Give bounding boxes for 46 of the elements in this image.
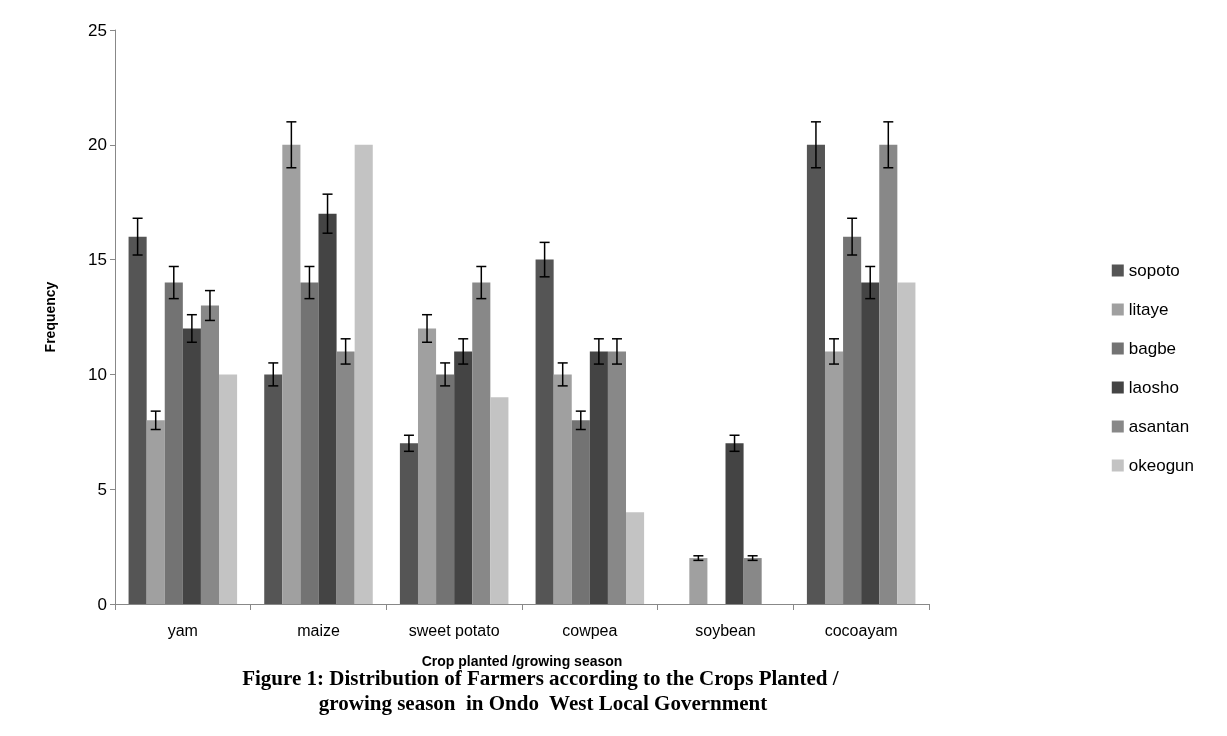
bar [128, 236, 147, 604]
bar [861, 282, 880, 604]
bar [843, 236, 862, 604]
bar [725, 443, 744, 604]
x-tick-label: yam [167, 621, 198, 639]
y-tick-label: 20 [88, 135, 107, 155]
bar [571, 420, 590, 604]
y-tick-label: 10 [88, 364, 107, 384]
bar [417, 328, 437, 604]
bar [553, 374, 572, 604]
bar [490, 397, 509, 604]
x-tick-label: maize [297, 621, 340, 639]
bar [454, 351, 473, 604]
bar [219, 374, 238, 604]
bar [897, 282, 916, 604]
bar [689, 558, 708, 604]
legend-label: litaye [1128, 300, 1169, 319]
y-tick-label: 5 [97, 479, 107, 499]
legend-label: okeogun [1128, 456, 1195, 475]
bar [282, 144, 301, 604]
y-axis-title: Frequency [42, 281, 58, 353]
bar [806, 144, 825, 604]
y-tick-label: 15 [88, 250, 107, 270]
legend-label: asantan [1128, 417, 1190, 436]
x-tick-label: cowpea [562, 621, 618, 639]
bar [264, 374, 283, 604]
legend-label: bagbe [1128, 339, 1177, 358]
bar [436, 374, 455, 604]
bar [354, 144, 373, 604]
legend-label: sopoto [1128, 261, 1180, 280]
bar [182, 328, 201, 604]
y-tick-label: 0 [97, 594, 107, 614]
bar [399, 443, 418, 604]
bar [146, 420, 165, 604]
legend-label: laosho [1128, 378, 1179, 397]
bar [626, 512, 645, 604]
y-tick-label: 25 [88, 20, 107, 40]
bar [589, 351, 608, 604]
bar [300, 282, 319, 604]
bar [164, 282, 183, 604]
x-tick-label: soybean [695, 621, 756, 639]
bar [824, 351, 844, 604]
bar [535, 259, 554, 604]
x-tick-label: cocoayam [824, 621, 898, 639]
bar [318, 213, 337, 604]
x-tick-label: sweet potato [408, 621, 500, 639]
